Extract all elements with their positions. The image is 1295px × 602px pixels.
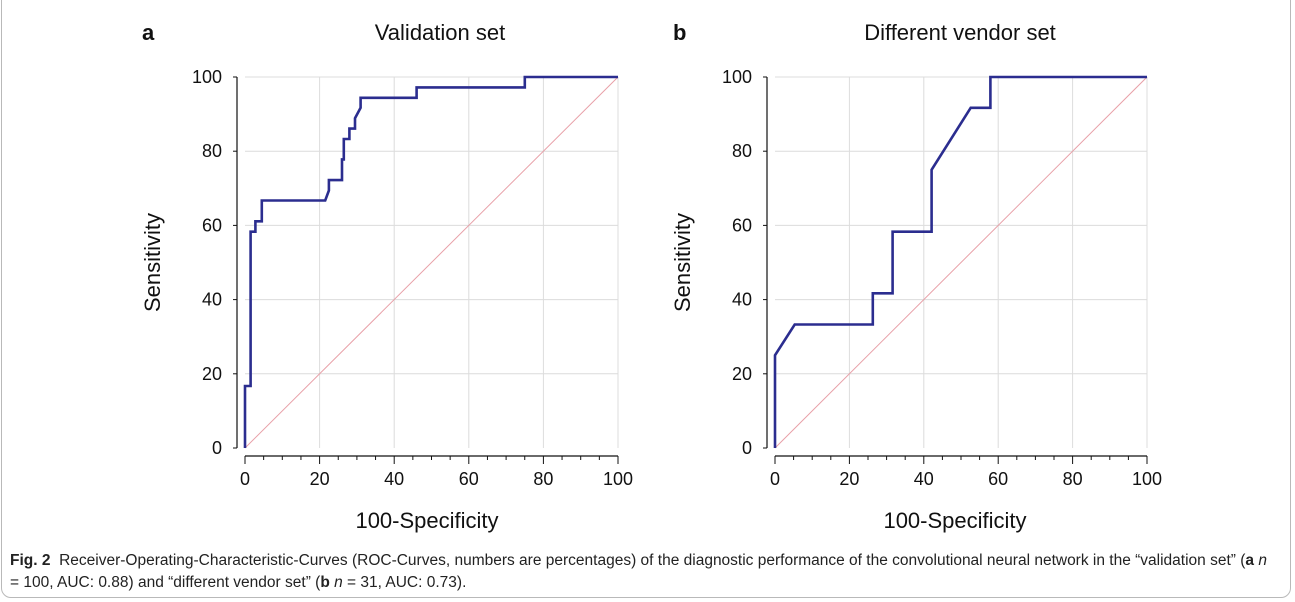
chart-panel-a: 0 20 40 60 80 100 0 20 40 60 80 100 a Validation set 1…: [140, 20, 633, 533]
caption-text-3: = 31, AUC: 0.73).: [342, 574, 467, 591]
diagonal-reference-line: [244, 76, 619, 449]
x-tick-label: 80: [533, 469, 553, 489]
y-tick-label: 20: [732, 364, 752, 384]
chart-title: Validation set: [375, 20, 505, 45]
chart-panel-b: 0 20 40 60 80 100 0 20 40 60 80 100 b Different vendo…: [670, 20, 1162, 533]
y-tick-label: 80: [732, 141, 752, 161]
y-tick-label: 0: [212, 438, 222, 458]
caption-text-1: Receiver-Operating-Characteristic-Curves…: [59, 552, 1246, 569]
x-tick-label: 40: [384, 469, 404, 489]
panel-letter: b: [673, 20, 686, 45]
x-axis-label: 100-Specificity: [355, 508, 498, 533]
figure-caption: Fig. 2 Receiver-Operating-Characteristic…: [10, 550, 1280, 594]
y-tick-label: 100: [722, 67, 752, 87]
y-tick-label: 0: [742, 438, 752, 458]
y-tick-label: 40: [202, 290, 222, 310]
y-axis-label: Sensitivity: [140, 213, 165, 312]
x-tick-label: 0: [240, 469, 250, 489]
roc-charts: 0 20 40 60 80 100 0 20 40 60 80 100 a Validation set 1…: [140, 20, 1162, 533]
caption-n-a: n: [1258, 552, 1267, 569]
y-axis-label: Sensitivity: [670, 213, 695, 312]
y-tick-label: 80: [202, 141, 222, 161]
y-tick-label: 60: [732, 215, 752, 235]
x-tick-label: 20: [310, 469, 330, 489]
caption-text-2: = 100, AUC: 0.88) and “different vendor …: [10, 574, 321, 591]
y-tick-label: 60: [202, 215, 222, 235]
caption-fig-label: Fig. 2: [10, 552, 51, 569]
panel-letter: a: [142, 20, 155, 45]
x-tick-label: 0: [770, 469, 780, 489]
y-tick-label: 20: [202, 364, 222, 384]
y-tick-label: 100: [192, 67, 222, 87]
diagonal-reference-line: [774, 76, 1148, 449]
chart-title: Different vendor set: [864, 20, 1056, 45]
roc-curve-line: [243, 75, 618, 448]
x-tick-label: 60: [459, 469, 479, 489]
caption-bold-a: a: [1245, 552, 1255, 569]
x-tick-label: 40: [914, 469, 934, 489]
x-tick-label: 80: [1063, 469, 1083, 489]
roc-curve-line: [773, 75, 1147, 448]
y-tick-label: 40: [732, 290, 752, 310]
x-axis-label: 100-Specificity: [883, 508, 1026, 533]
x-tick-label: 60: [988, 469, 1008, 489]
x-tick-label: 100: [603, 469, 633, 489]
x-tick-label: 100: [1132, 469, 1162, 489]
caption-bold-b: b: [320, 574, 330, 591]
caption-n-b: n: [334, 574, 343, 591]
x-tick-label: 20: [839, 469, 859, 489]
